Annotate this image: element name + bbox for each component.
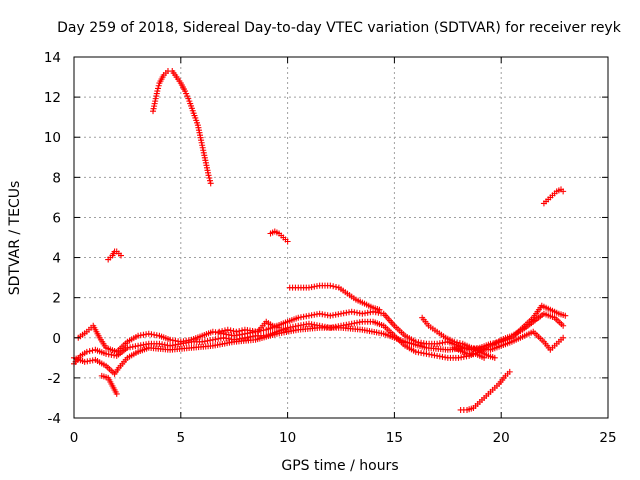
data-point <box>230 328 237 335</box>
x-axis-label: GPS time / hours <box>281 458 398 474</box>
y-tick-label: 8 <box>52 170 61 186</box>
axis-ticks: 0 5 10 15 20 25 -4 -2 0 2 4 6 8 10 12 14 <box>44 50 617 446</box>
y-tick-label: 4 <box>52 251 61 267</box>
data-point <box>233 328 240 335</box>
data-point <box>219 328 226 335</box>
x-tick-label: 15 <box>386 430 403 446</box>
data-point <box>83 348 90 355</box>
data-points <box>71 68 569 413</box>
y-axis-label: SDTVAR / TECUs <box>7 181 23 296</box>
chart-title: Day 259 of 2018, Sidereal Day-to-day VTE… <box>57 20 622 36</box>
data-point <box>155 85 162 92</box>
y-tick-label: -4 <box>48 411 61 427</box>
data-point <box>454 339 461 346</box>
data-point <box>562 312 569 319</box>
x-tick-label: 25 <box>599 430 616 446</box>
data-point <box>560 322 567 329</box>
series-arc_5 <box>267 228 291 245</box>
y-tick-label: 14 <box>44 50 61 66</box>
data-point <box>117 252 124 259</box>
data-point <box>276 324 283 331</box>
data-point <box>205 172 212 179</box>
series-arc_4 <box>105 248 124 263</box>
data-point <box>224 326 231 333</box>
data-point <box>216 328 223 335</box>
series-band_c <box>71 324 567 377</box>
y-tick-label: -2 <box>48 371 61 387</box>
data-point <box>491 354 498 361</box>
y-tick-label: 10 <box>44 130 61 146</box>
series-arc_2 <box>286 282 383 313</box>
x-tick-label: 10 <box>279 430 296 446</box>
data-point <box>376 306 383 313</box>
data-point <box>113 390 120 397</box>
x-tick-label: 20 <box>493 430 510 446</box>
data-point <box>284 238 291 245</box>
data-point <box>154 88 161 95</box>
x-tick-label: 5 <box>177 430 186 446</box>
data-point <box>560 334 567 341</box>
y-tick-label: 6 <box>52 210 61 226</box>
plot-border <box>73 56 609 419</box>
y-tick-label: 2 <box>52 291 61 307</box>
x-tick-label: 0 <box>70 430 79 446</box>
data-point <box>239 327 246 334</box>
plot-frame <box>73 56 609 419</box>
data-point <box>330 283 337 290</box>
data-point <box>456 340 463 347</box>
data-point <box>206 175 213 182</box>
data-point <box>207 180 214 187</box>
series-arc_neg4 <box>457 368 513 413</box>
data-point <box>155 82 162 89</box>
data-point <box>227 327 234 334</box>
data-point <box>236 328 243 335</box>
data-point <box>333 283 340 290</box>
y-tick-label: 0 <box>52 331 61 347</box>
data-point <box>560 188 567 195</box>
data-point <box>506 368 513 375</box>
series-band_a <box>71 310 567 367</box>
data-point <box>206 177 213 184</box>
data-point <box>221 327 228 334</box>
data-point <box>481 354 488 361</box>
data-point <box>327 282 334 289</box>
series-arc_peak <box>150 68 214 187</box>
series-arc_7 <box>540 186 567 207</box>
data-point <box>451 338 458 345</box>
data-point <box>86 348 93 355</box>
y-tick-label: 12 <box>44 90 61 106</box>
series-band_d <box>98 314 498 397</box>
